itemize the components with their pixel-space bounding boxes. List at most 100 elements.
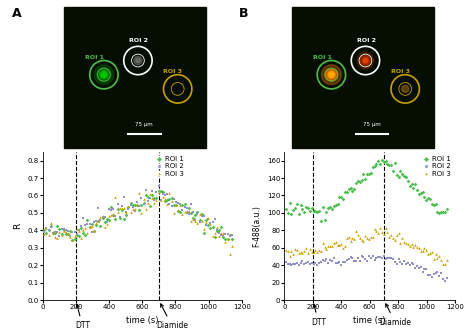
Point [45, 227, 53, 232]
Point [66, 229, 74, 234]
Circle shape [101, 72, 107, 78]
Point [365, 236, 373, 242]
Point [410, 261, 417, 266]
Point [77, 235, 85, 240]
Point [290, 261, 297, 266]
Point [374, 254, 382, 260]
Circle shape [357, 52, 374, 69]
Point [382, 256, 390, 262]
Point [228, 232, 236, 237]
Circle shape [94, 65, 114, 84]
Point [60, 227, 67, 232]
Point [310, 261, 317, 266]
Point [40, 230, 48, 235]
Point [404, 260, 411, 265]
Point [118, 204, 126, 209]
Point [302, 204, 310, 210]
Point [153, 189, 160, 195]
Circle shape [134, 56, 142, 65]
Point [179, 211, 186, 216]
Point [297, 260, 304, 265]
Point [118, 207, 126, 213]
Point [137, 210, 145, 215]
Point [226, 233, 234, 238]
Point [330, 255, 337, 260]
Point [402, 175, 410, 180]
Point [332, 202, 339, 208]
Point [413, 264, 421, 269]
Point [356, 259, 364, 264]
Point [153, 197, 160, 203]
Point [334, 201, 341, 206]
Point [321, 217, 328, 223]
Point [343, 235, 351, 240]
Point [202, 217, 210, 223]
Point [58, 232, 65, 237]
Point [336, 194, 343, 200]
Point [49, 229, 57, 234]
Point [415, 265, 423, 270]
Point [55, 233, 63, 239]
Point [82, 225, 89, 230]
Point [420, 267, 428, 272]
Point [367, 255, 374, 261]
Point [40, 228, 48, 233]
Point [103, 219, 110, 224]
Point [54, 223, 61, 229]
Point [129, 204, 137, 209]
Point [417, 264, 425, 270]
Point [226, 251, 234, 256]
Point [410, 185, 417, 191]
Point [211, 235, 219, 240]
Point [189, 215, 197, 221]
Point [105, 214, 113, 219]
Point [439, 277, 447, 282]
Point [391, 160, 399, 165]
Point [109, 207, 117, 212]
Point [54, 235, 61, 241]
Point [170, 203, 177, 208]
Point [430, 256, 438, 262]
Point [137, 195, 145, 200]
Point [397, 240, 404, 245]
Point [413, 244, 421, 249]
Point [90, 219, 98, 225]
Point [399, 262, 406, 267]
Point [424, 195, 432, 200]
Point [155, 183, 163, 188]
Point [189, 209, 197, 214]
Point [288, 248, 295, 253]
Point [350, 258, 358, 263]
Point [323, 210, 330, 215]
Point [207, 225, 214, 230]
Point [75, 229, 82, 234]
Point [207, 221, 214, 226]
Point [365, 172, 373, 177]
Point [64, 231, 72, 237]
Point [144, 194, 152, 200]
Point [101, 219, 109, 224]
Point [191, 213, 199, 218]
Point [383, 255, 391, 261]
Point [73, 231, 81, 237]
Point [125, 206, 132, 212]
Point [288, 211, 295, 216]
Point [161, 197, 169, 202]
X-axis label: time (s): time (s) [354, 316, 386, 325]
Point [125, 203, 132, 209]
Point [304, 205, 312, 211]
Point [346, 238, 354, 244]
Point [350, 186, 358, 191]
Text: A: A [12, 7, 21, 19]
Point [133, 199, 141, 204]
Y-axis label: F-488(a.u.): F-488(a.u.) [252, 205, 261, 247]
Point [420, 246, 428, 251]
Point [40, 231, 48, 237]
Point [58, 231, 65, 237]
Point [391, 237, 399, 243]
Point [125, 204, 132, 210]
Point [83, 221, 91, 226]
Point [310, 250, 317, 255]
Point [408, 242, 415, 247]
Point [133, 203, 141, 208]
